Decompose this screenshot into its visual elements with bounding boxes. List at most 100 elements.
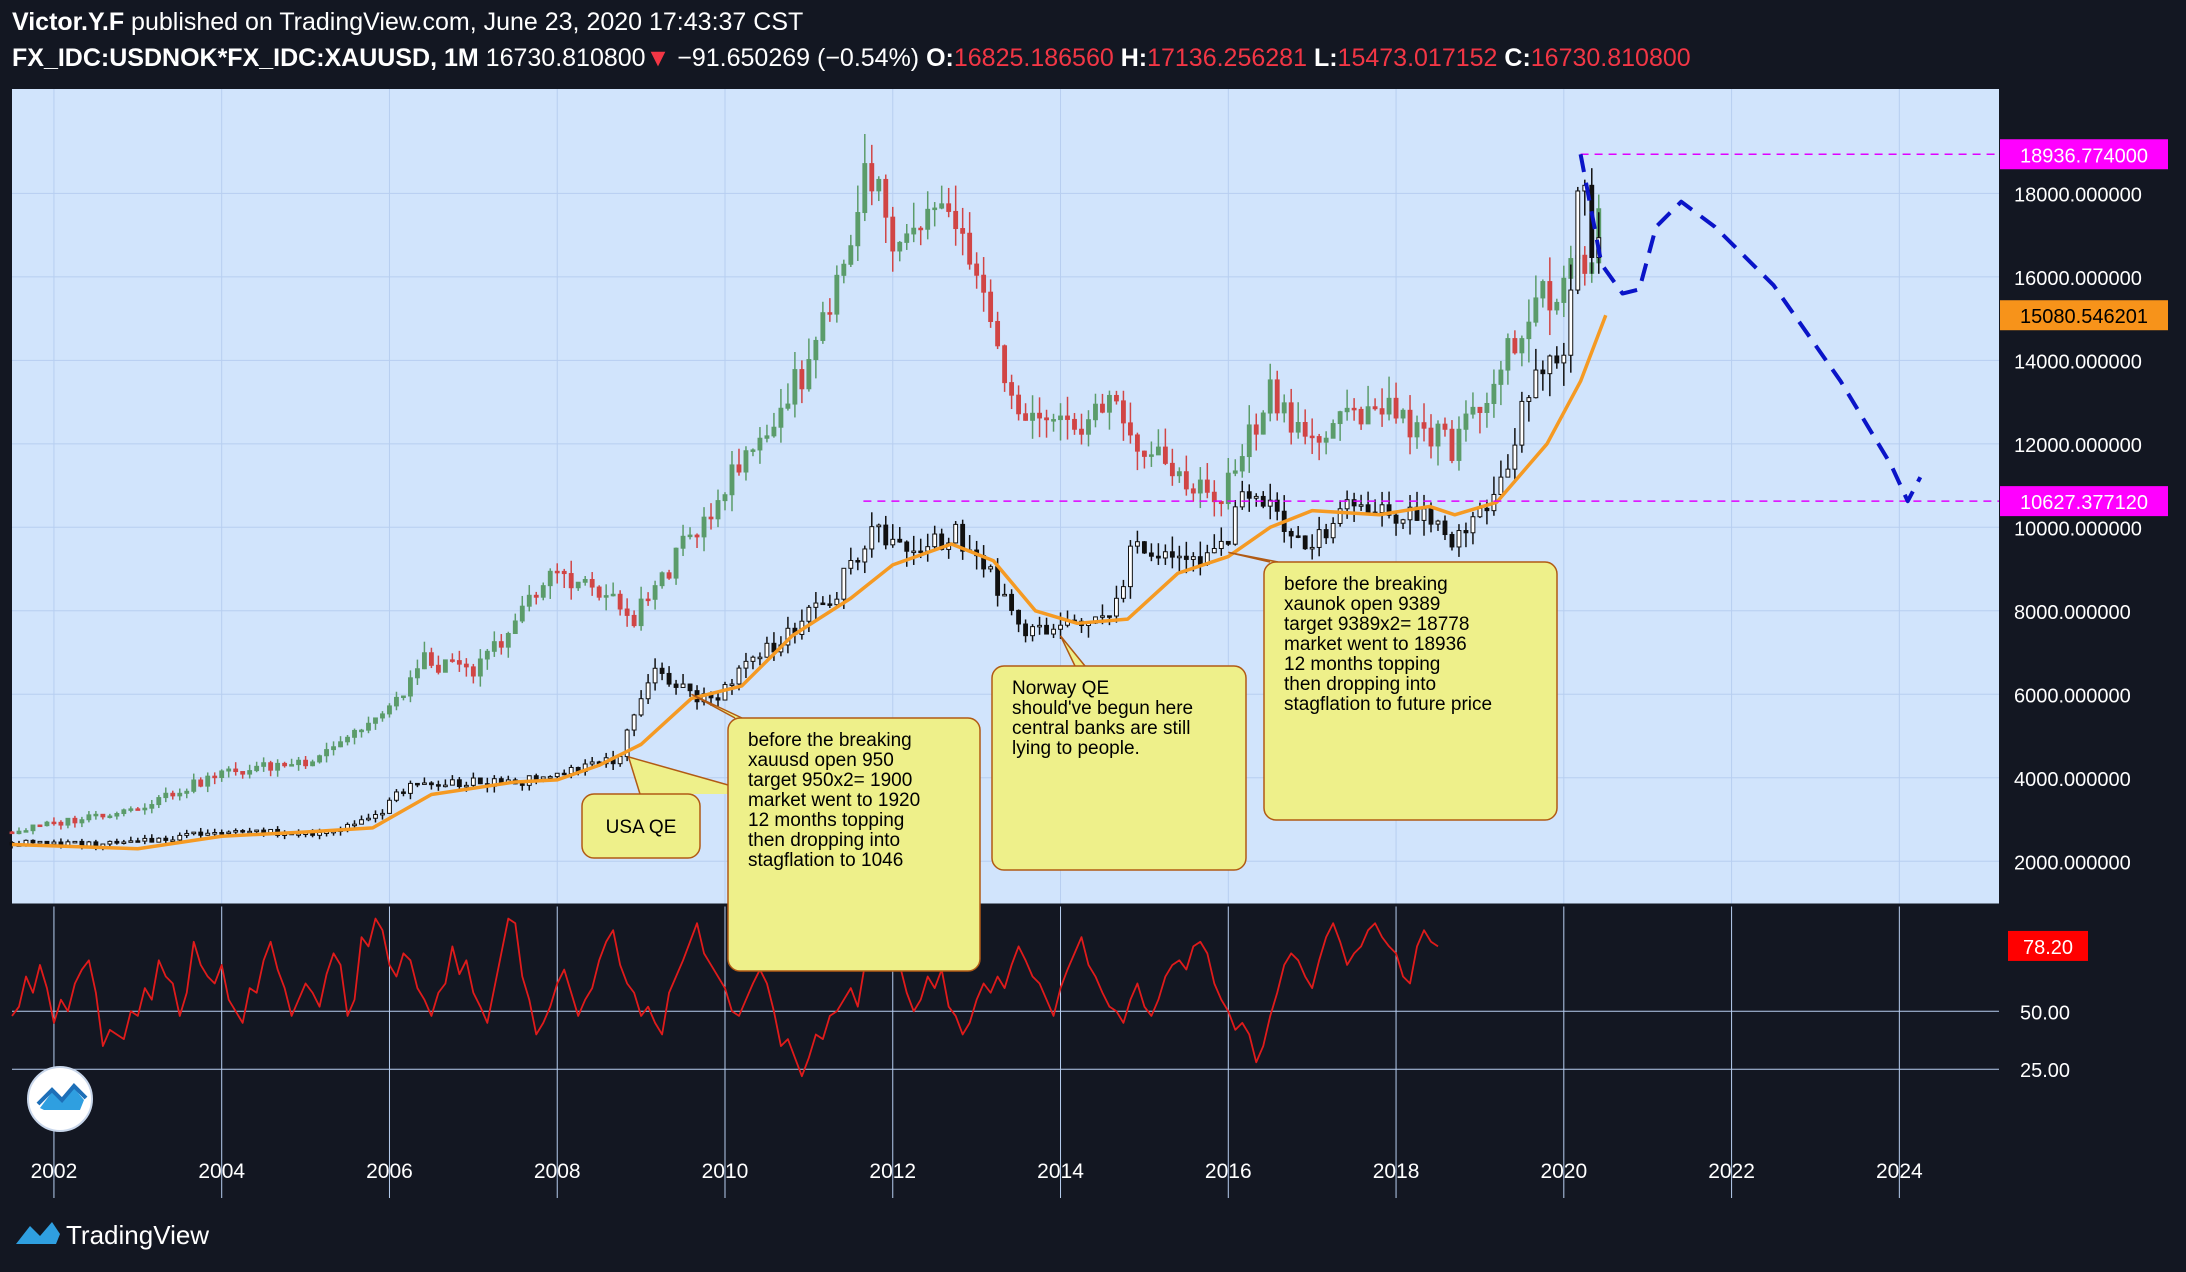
- xaunok-candle[interactable]: [421, 782, 427, 785]
- xauusd-candle[interactable]: [107, 815, 113, 819]
- xauusd-candle[interactable]: [1204, 479, 1210, 493]
- xaunok-candle[interactable]: [72, 840, 78, 844]
- xaunok-candle[interactable]: [1016, 609, 1022, 625]
- xauusd-candle[interactable]: [1372, 406, 1378, 410]
- xaunok-candle[interactable]: [121, 841, 127, 844]
- xauusd-candle[interactable]: [1023, 413, 1028, 421]
- xauusd-candle[interactable]: [44, 821, 50, 827]
- xaunok-candle[interactable]: [1316, 529, 1322, 548]
- xaunok-candle[interactable]: [988, 566, 994, 570]
- xaunok-candle[interactable]: [855, 560, 861, 563]
- xauusd-candle[interactable]: [533, 594, 539, 598]
- xauusd-candle[interactable]: [163, 792, 169, 799]
- xauusd-candle[interactable]: [1128, 422, 1133, 436]
- xauusd-candle[interactable]: [1288, 402, 1294, 433]
- xaunok-candle[interactable]: [198, 831, 204, 836]
- xaunok-candle[interactable]: [757, 656, 763, 660]
- rsi-line[interactable]: [11, 917, 1439, 1078]
- xauusd-candle[interactable]: [1344, 407, 1350, 413]
- xauusd-candle[interactable]: [1155, 446, 1161, 456]
- xaunok-candle[interactable]: [848, 560, 854, 569]
- price-pane[interactable]: [9, 134, 2000, 851]
- xauusd-candle[interactable]: [226, 768, 232, 772]
- xaunok-candle[interactable]: [911, 550, 917, 554]
- xauusd-candle[interactable]: [505, 633, 511, 648]
- xauusd-candle[interactable]: [575, 581, 581, 589]
- xauusd-candle[interactable]: [1421, 422, 1427, 429]
- xauusd-candle[interactable]: [16, 830, 22, 835]
- xaunok-candle[interactable]: [191, 831, 197, 835]
- xauusd-candle[interactable]: [310, 761, 315, 767]
- xaunok-candle[interactable]: [652, 667, 658, 684]
- xauusd-candle[interactable]: [1260, 412, 1266, 435]
- xauusd-candle[interactable]: [1330, 423, 1336, 439]
- xauusd-candle[interactable]: [1477, 406, 1483, 413]
- xauusd-candle[interactable]: [442, 659, 448, 673]
- xaunok-candle[interactable]: [247, 830, 253, 834]
- xauusd-candle[interactable]: [373, 717, 378, 724]
- xauusd-candle[interactable]: [715, 500, 721, 520]
- xaunok-candle[interactable]: [114, 840, 120, 844]
- xauusd-candle[interactable]: [1393, 397, 1399, 419]
- xaunok-candle[interactable]: [519, 783, 525, 786]
- xauusd-candle[interactable]: [526, 594, 532, 607]
- xauusd-candle[interactable]: [275, 762, 281, 771]
- xauusd-candle[interactable]: [1512, 338, 1518, 354]
- xaunok-candle[interactable]: [1421, 508, 1427, 521]
- xauusd-candle[interactable]: [785, 403, 791, 409]
- xaunok-candle[interactable]: [463, 784, 469, 788]
- xauusd-candle[interactable]: [1058, 415, 1063, 421]
- xauusd-candle[interactable]: [1093, 403, 1098, 421]
- xauusd-candle[interactable]: [1365, 406, 1371, 425]
- xauusd-candle[interactable]: [380, 713, 385, 719]
- xaunok-candle[interactable]: [254, 829, 260, 833]
- xauusd-candle[interactable]: [757, 437, 763, 451]
- xauusd-candle[interactable]: [876, 178, 882, 192]
- xauusd-candle[interactable]: [1470, 406, 1476, 415]
- xauusd-candle[interactable]: [750, 449, 756, 452]
- xauusd-candle[interactable]: [415, 668, 420, 679]
- xaunok-candle[interactable]: [163, 837, 169, 841]
- xauusd-candle[interactable]: [967, 232, 973, 265]
- xauusd-candle[interactable]: [254, 765, 260, 772]
- xaunok-candle[interactable]: [428, 782, 434, 786]
- xauusd-candle[interactable]: [1428, 427, 1434, 447]
- xauusd-candle[interactable]: [645, 598, 651, 602]
- xauusd-candle[interactable]: [331, 746, 336, 751]
- xaunok-candle[interactable]: [1351, 499, 1357, 507]
- xaunok-candle[interactable]: [1533, 369, 1539, 399]
- xaunok-candle[interactable]: [149, 837, 155, 843]
- xauusd-candle[interactable]: [470, 666, 476, 677]
- xaunok-candle[interactable]: [932, 533, 938, 548]
- xauusd-candle[interactable]: [855, 212, 861, 247]
- xauusd-candle[interactable]: [673, 547, 679, 579]
- xauusd-candle[interactable]: [317, 755, 322, 763]
- xauusd-candle[interactable]: [1065, 415, 1070, 420]
- xauusd-candle[interactable]: [1295, 422, 1301, 433]
- xaunok-candle[interactable]: [1540, 369, 1546, 375]
- xaunok-candle[interactable]: [1190, 556, 1196, 560]
- xauusd-candle[interactable]: [960, 228, 966, 234]
- xaunok-candle[interactable]: [813, 602, 819, 608]
- xauusd-candle[interactable]: [540, 585, 546, 598]
- xaunok-candle[interactable]: [666, 672, 672, 685]
- xaunok-candle[interactable]: [477, 777, 483, 785]
- xauusd-candle[interactable]: [1554, 301, 1560, 311]
- xaunok-candle[interactable]: [1547, 355, 1553, 375]
- xaunok-candle[interactable]: [366, 817, 371, 821]
- xaunok-candle[interactable]: [722, 684, 728, 701]
- xaunok-candle[interactable]: [1267, 499, 1273, 507]
- xauusd-candle[interactable]: [261, 762, 267, 767]
- xaunok-candle[interactable]: [387, 799, 392, 814]
- xauusd-candle[interactable]: [897, 241, 903, 252]
- xauusd-candle[interactable]: [268, 762, 274, 771]
- xaunok-candle[interactable]: [764, 642, 770, 658]
- xaunok-candle[interactable]: [1435, 520, 1441, 525]
- xaunok-candle[interactable]: [107, 840, 113, 845]
- xauusd-candle[interactable]: [1183, 471, 1189, 490]
- xauusd-candle[interactable]: [862, 163, 868, 214]
- xaunok-candle[interactable]: [1309, 546, 1315, 550]
- xauusd-candle[interactable]: [1526, 321, 1532, 340]
- author-name[interactable]: Victor.Y.F: [12, 8, 125, 36]
